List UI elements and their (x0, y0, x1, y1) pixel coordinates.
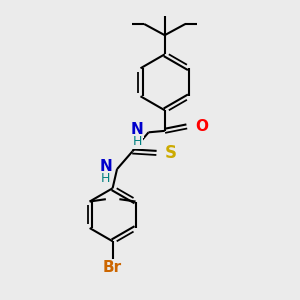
Text: H: H (133, 135, 142, 148)
Text: S: S (165, 144, 177, 162)
Text: Br: Br (103, 260, 122, 275)
Text: O: O (195, 119, 208, 134)
Text: N: N (100, 159, 112, 174)
Text: N: N (131, 122, 144, 137)
Text: H: H (101, 172, 110, 185)
